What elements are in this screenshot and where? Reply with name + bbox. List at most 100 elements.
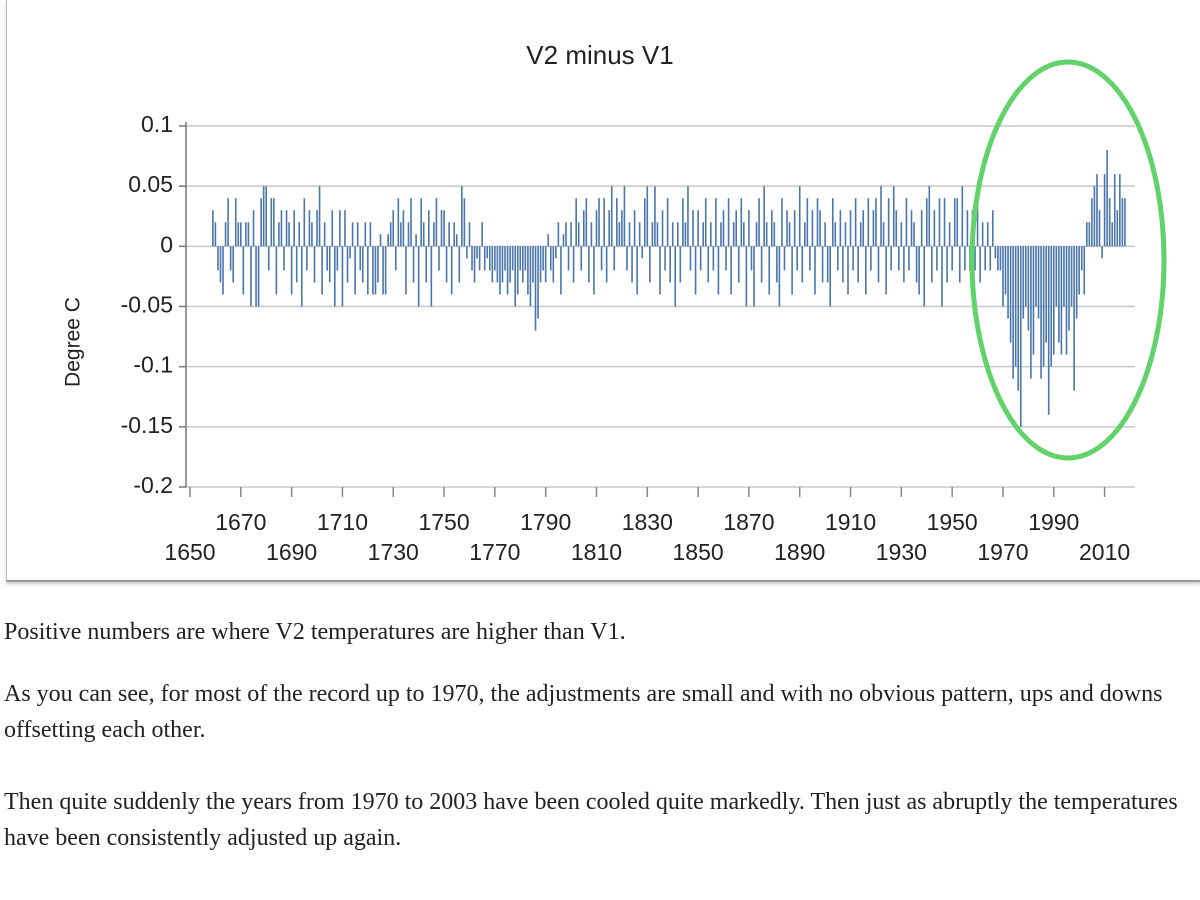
bar bbox=[740, 198, 743, 247]
bar bbox=[885, 246, 887, 295]
bar bbox=[786, 210, 788, 247]
bar bbox=[1103, 174, 1106, 247]
bar bbox=[1040, 246, 1042, 379]
bar bbox=[384, 246, 387, 295]
bar bbox=[476, 246, 478, 259]
bar bbox=[997, 246, 999, 271]
bar bbox=[346, 246, 349, 283]
bar bbox=[344, 210, 346, 247]
bar bbox=[1025, 246, 1027, 307]
bar bbox=[669, 246, 671, 283]
bar bbox=[793, 210, 796, 247]
bar bbox=[999, 246, 1002, 271]
bar bbox=[237, 222, 240, 247]
bar bbox=[948, 222, 951, 247]
x-tick-label: 1930 bbox=[876, 539, 927, 565]
bar bbox=[565, 222, 567, 247]
bar bbox=[814, 246, 816, 295]
chart: V2 minus V1 Degree C -0.2 -0.15 -0.1 -0.05 0… bbox=[62, 40, 1167, 565]
bar bbox=[720, 222, 722, 247]
bar bbox=[1091, 198, 1093, 247]
bar bbox=[710, 222, 712, 247]
bar bbox=[532, 246, 534, 283]
bar bbox=[623, 186, 626, 247]
bar bbox=[887, 198, 890, 247]
bar bbox=[862, 210, 865, 247]
bar bbox=[1032, 246, 1035, 355]
x-tick-label: 1970 bbox=[977, 539, 1028, 565]
bar bbox=[847, 246, 849, 295]
bar bbox=[1108, 198, 1111, 247]
bar bbox=[354, 246, 356, 295]
bar bbox=[1030, 246, 1032, 379]
bar bbox=[732, 222, 735, 247]
bar bbox=[770, 210, 773, 247]
bar bbox=[224, 222, 227, 247]
bar bbox=[679, 246, 682, 283]
bar bbox=[966, 210, 969, 247]
bar bbox=[727, 198, 730, 247]
bar bbox=[405, 246, 407, 295]
bar bbox=[608, 210, 610, 247]
bar bbox=[1027, 246, 1030, 331]
bar bbox=[1086, 222, 1088, 247]
bar bbox=[331, 210, 334, 247]
bar bbox=[1014, 246, 1017, 367]
bar bbox=[931, 246, 933, 283]
bar bbox=[994, 246, 997, 259]
bar bbox=[656, 222, 659, 247]
bar bbox=[288, 222, 290, 247]
bar bbox=[323, 222, 326, 247]
bar bbox=[582, 210, 585, 247]
bar bbox=[506, 246, 509, 295]
bar bbox=[798, 186, 801, 247]
chart-title: V2 minus V1 bbox=[526, 40, 673, 70]
bar bbox=[621, 210, 623, 247]
bar bbox=[953, 198, 956, 247]
bar bbox=[872, 210, 875, 247]
bar bbox=[219, 246, 222, 283]
bar bbox=[552, 246, 555, 283]
bar bbox=[976, 198, 979, 247]
bar bbox=[781, 198, 783, 247]
bar bbox=[407, 222, 410, 247]
paragraph: As you can see, for most of the record u… bbox=[4, 681, 1163, 743]
bar bbox=[821, 246, 824, 283]
bar bbox=[265, 186, 268, 247]
bar bbox=[468, 222, 471, 247]
bar bbox=[1121, 198, 1124, 247]
bar bbox=[852, 246, 854, 271]
bar bbox=[522, 246, 524, 283]
bar bbox=[806, 198, 809, 247]
bar bbox=[1052, 246, 1055, 355]
bar bbox=[682, 198, 684, 247]
y-tick-label: -0.1 bbox=[133, 352, 173, 378]
bar bbox=[666, 198, 669, 247]
chart-frame bbox=[6, 0, 1200, 582]
bar bbox=[290, 246, 293, 295]
bar bbox=[227, 198, 229, 247]
bar bbox=[483, 246, 486, 271]
bar bbox=[755, 222, 758, 247]
bar bbox=[776, 246, 778, 283]
bar bbox=[712, 246, 715, 271]
bar bbox=[455, 234, 458, 247]
bar bbox=[745, 246, 748, 307]
bar bbox=[722, 210, 725, 247]
x-tick-label: 1950 bbox=[927, 509, 978, 535]
bar bbox=[577, 222, 580, 247]
bar bbox=[684, 222, 687, 247]
bar bbox=[857, 246, 859, 283]
bar bbox=[453, 222, 456, 247]
bar bbox=[242, 246, 245, 295]
bar bbox=[974, 246, 976, 271]
bar bbox=[910, 210, 913, 247]
bar bbox=[1096, 174, 1098, 247]
bar bbox=[260, 198, 262, 247]
bar bbox=[1007, 246, 1009, 319]
bar bbox=[1083, 246, 1086, 295]
bar bbox=[1037, 246, 1040, 319]
bar bbox=[440, 210, 443, 247]
bar bbox=[1050, 246, 1053, 367]
bar bbox=[501, 246, 504, 283]
